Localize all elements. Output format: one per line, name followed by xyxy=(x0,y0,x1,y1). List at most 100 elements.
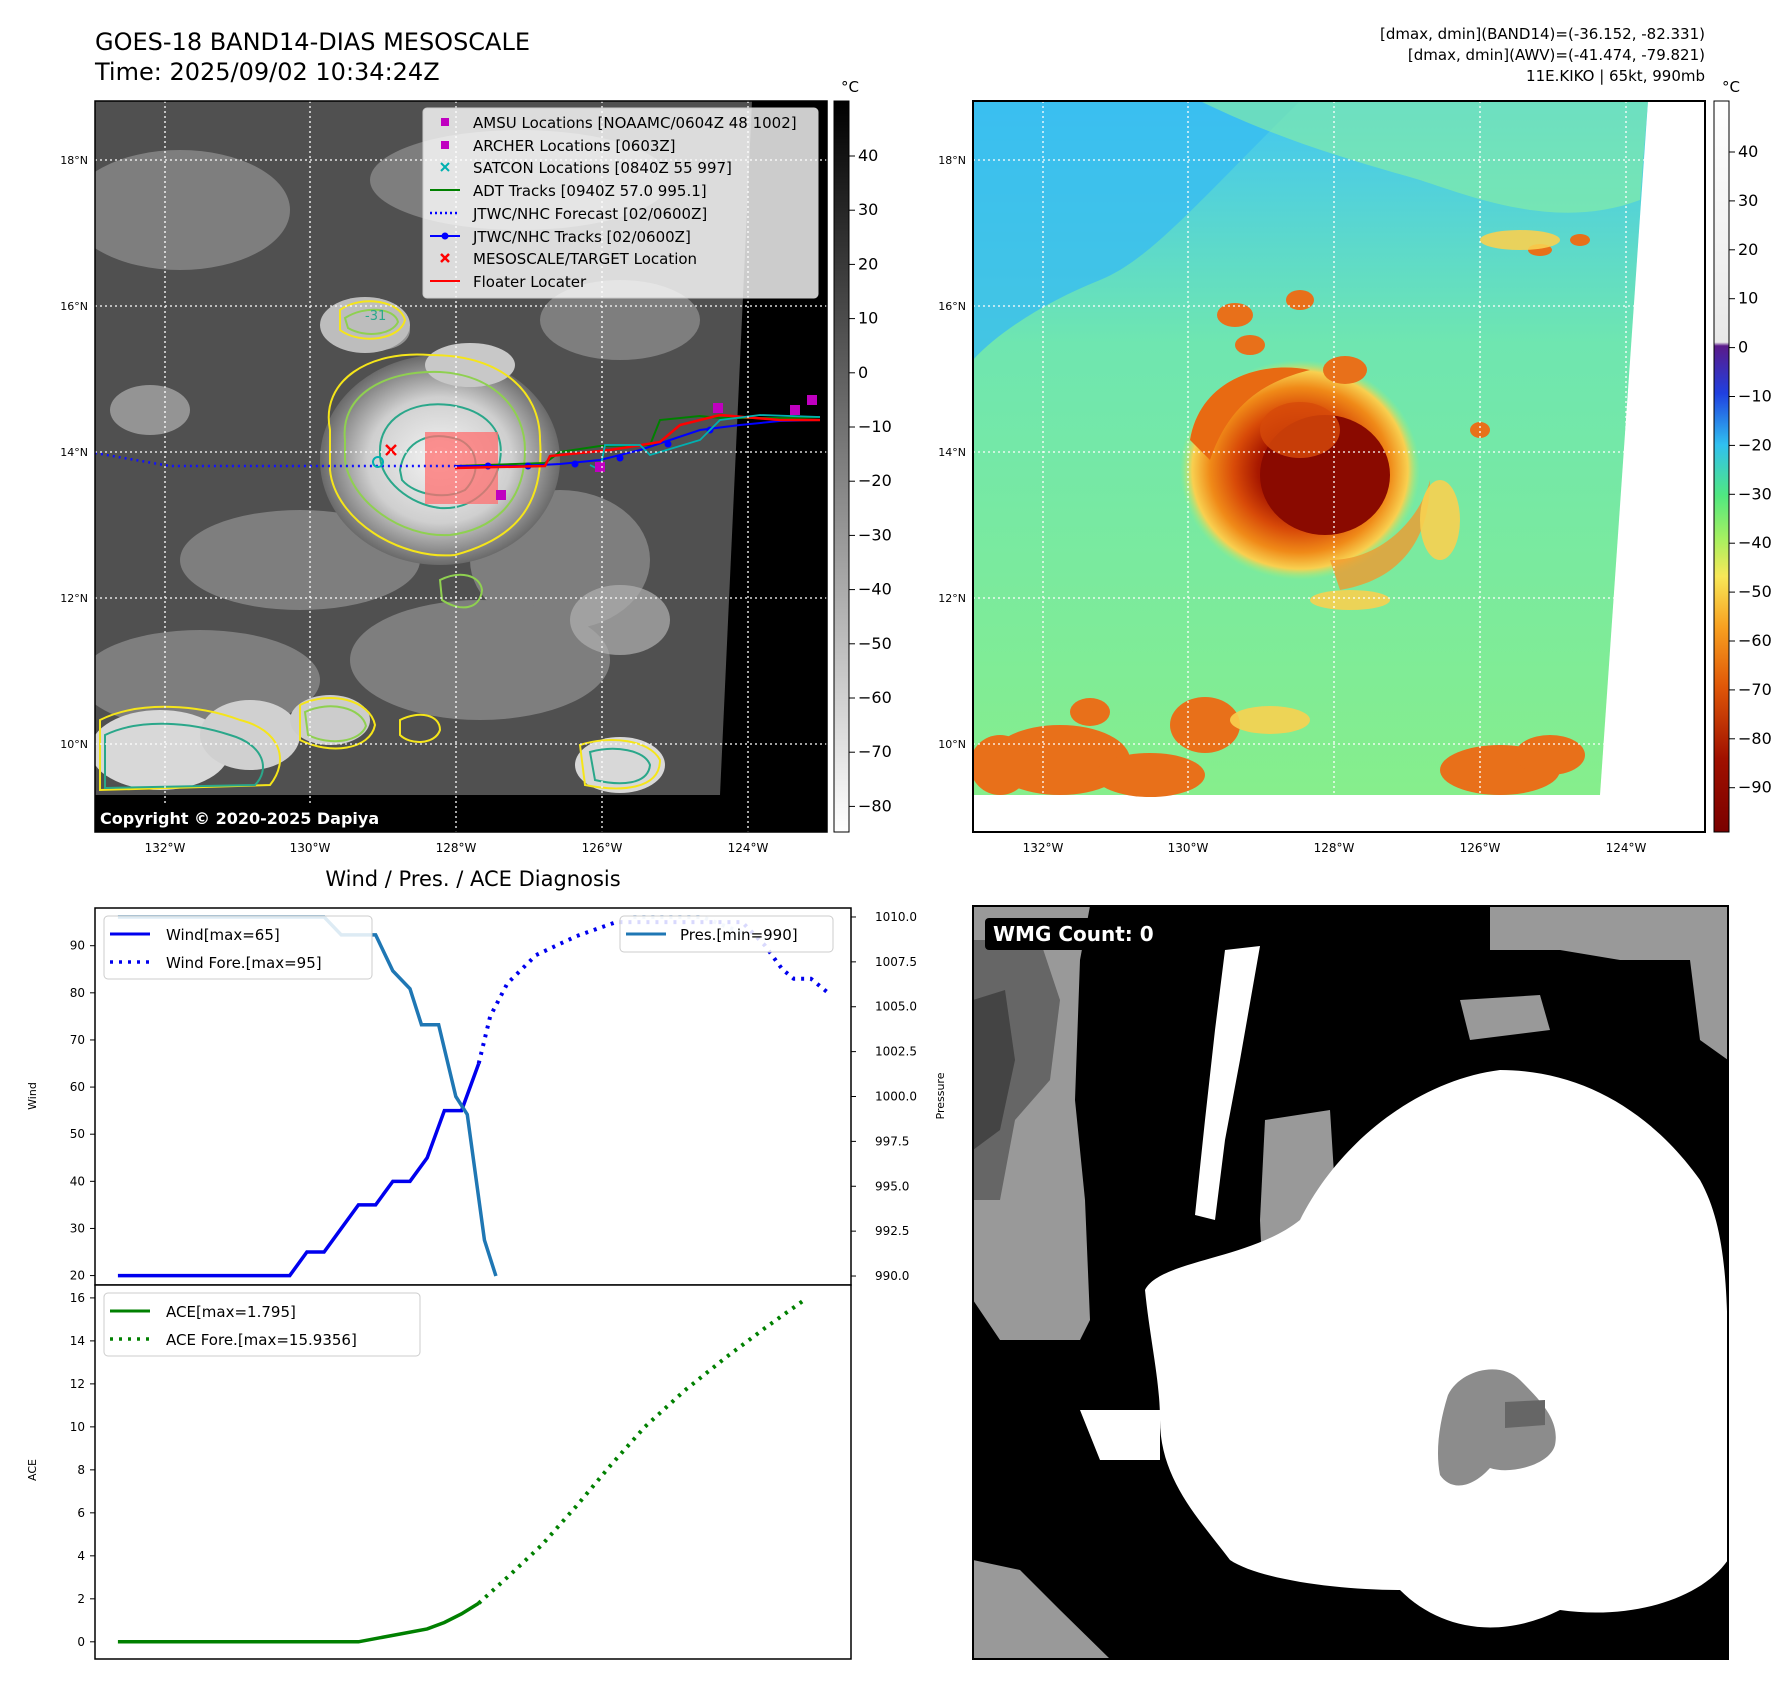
legend-adt: ADT Tracks [0940Z 57.0 995.1] xyxy=(473,182,707,200)
lat-label: 14°N xyxy=(938,446,966,459)
legend-forecast: JTWC/NHC Forecast [02/0600Z] xyxy=(472,205,707,223)
contour-yellow xyxy=(327,353,542,557)
ir-map-panel: -31 xyxy=(94,100,828,833)
contour-label: -31 xyxy=(365,309,386,324)
lon-label: 132°W xyxy=(1023,841,1064,855)
diagnosis-title: Wind / Pres. / ACE Diagnosis xyxy=(325,867,620,891)
amsu-marker-icon xyxy=(441,118,449,126)
series-wind-fore-max-line xyxy=(476,920,830,1064)
pressure-tick-label: 1002.5 xyxy=(875,1045,917,1059)
lat-label: 10°N xyxy=(938,738,966,751)
wmg-eye-core xyxy=(1437,1369,1556,1486)
lat-label: 10°N xyxy=(60,738,88,751)
floater-track xyxy=(454,413,820,470)
lat-label: 12°N xyxy=(938,592,966,605)
satcon-marker-icon xyxy=(440,162,450,172)
map-legend: AMSU Locations [NOAAMC/0604Z 48 1002] AR… xyxy=(422,107,819,299)
colorbar-tick-label: −60 xyxy=(858,688,892,707)
wind-legend: Wind[max=65] Wind Fore.[max=95] xyxy=(103,915,373,980)
target-marker-icon xyxy=(440,253,450,263)
wmg-eye-region xyxy=(1145,1070,1728,1628)
wind-tick-label: 40 xyxy=(70,1174,85,1188)
ace-tick-label: 8 xyxy=(77,1463,85,1477)
colorbar-tick-label: 10 xyxy=(1738,289,1758,308)
pressure-legend: Pres.[min=990] xyxy=(619,915,834,953)
lon-label: 132°W xyxy=(145,841,186,855)
wind-tick-label: 30 xyxy=(70,1221,85,1235)
lon-label: 124°W xyxy=(728,841,769,855)
legend-pressure: Pres.[min=990] xyxy=(680,926,798,944)
pressure-tick-label: 1007.5 xyxy=(875,955,917,969)
ace-tick-label: 16 xyxy=(70,1291,85,1305)
wind-tick-label: 20 xyxy=(70,1269,85,1283)
legend-wind-forecast: Wind Fore.[max=95] xyxy=(166,954,322,972)
colorbar-tick-label: −10 xyxy=(1738,387,1772,406)
ace-tick-label: 12 xyxy=(70,1377,85,1391)
colorbar-tick-label: −20 xyxy=(858,471,892,490)
awv-map-panel xyxy=(972,100,1706,833)
legend-ace: ACE[max=1.795] xyxy=(166,1303,296,1321)
colorbar-tick-label: −50 xyxy=(858,634,892,653)
lat-label: 12°N xyxy=(60,592,88,605)
wind-axis-label: Wind xyxy=(26,1082,39,1110)
colorbar-tick-label: −80 xyxy=(1738,729,1772,748)
awv-map-lat-labels: 18°N 16°N 14°N 12°N 10°N xyxy=(938,154,966,751)
lat-label: 14°N xyxy=(60,446,88,459)
lon-label: 130°W xyxy=(290,841,331,855)
colorbar-tick-label: 30 xyxy=(858,200,878,219)
colorbar-tick-label: −20 xyxy=(1738,435,1772,454)
pressure-tick-label: 990.0 xyxy=(875,1269,909,1283)
lat-label: 18°N xyxy=(60,154,88,167)
pressure-tick-label: 1000.0 xyxy=(875,1090,917,1104)
lon-label: 126°W xyxy=(582,841,623,855)
colorbar-tick-label: −40 xyxy=(858,580,892,599)
legend-archer: ARCHER Locations [0603Z] xyxy=(473,137,676,155)
colorbar-tick-label: −70 xyxy=(1738,680,1772,699)
legend-ace-forecast: ACE Fore.[max=15.9356] xyxy=(166,1331,357,1349)
legend-target: MESOSCALE/TARGET Location xyxy=(473,250,697,268)
archer-marker-icon xyxy=(441,141,449,149)
legend-jtwc: JTWC/NHC Tracks [02/0600Z] xyxy=(472,228,691,246)
colorbar-tick-label: 20 xyxy=(858,254,878,273)
lon-label: 130°W xyxy=(1168,841,1209,855)
colorbar-tick-label: 30 xyxy=(1738,191,1758,210)
lat-label: 18°N xyxy=(938,154,966,167)
copyright-label: Copyright © 2020-2025 Dapiya xyxy=(100,809,379,828)
ace-tick-label: 14 xyxy=(70,1334,85,1348)
wind-tick-label: 60 xyxy=(70,1080,85,1094)
colorbar-tick-label: −60 xyxy=(1738,631,1772,650)
legend-satcon: SATCON Locations [0840Z 55 997] xyxy=(473,159,732,177)
wind-tick-label: 70 xyxy=(70,1033,85,1047)
colorbar-tick-label: 40 xyxy=(858,146,878,165)
colorbar-unit: °C xyxy=(1722,78,1740,96)
lat-label: 16°N xyxy=(60,300,88,313)
colorbar-tick-label: 0 xyxy=(1738,338,1748,357)
colorbar-tick-label: −70 xyxy=(858,742,892,761)
colorbar-tick-label: −30 xyxy=(858,525,892,544)
lon-label: 124°W xyxy=(1606,841,1647,855)
ace-tick-label: 2 xyxy=(77,1592,85,1606)
legend-floater: Floater Locater xyxy=(473,273,587,291)
colorbar-tick-label: 40 xyxy=(1738,142,1758,161)
lat-label: 16°N xyxy=(938,300,966,313)
wmg-panel: WMG Count: 0 xyxy=(972,905,1729,1660)
ace-axis-label: ACE xyxy=(26,1459,39,1481)
lon-label: 128°W xyxy=(1314,841,1355,855)
storm-info: 11E.KIKO | 65kt, 990mb xyxy=(1526,67,1705,85)
colorbar-unit: °C xyxy=(841,78,859,96)
series-wind-max-line xyxy=(117,1062,481,1278)
wind-tick-label: 80 xyxy=(70,986,85,1000)
band14-range: [dmax, dmin](BAND14)=(-36.152, -82.331) xyxy=(1380,25,1705,43)
lon-label: 126°W xyxy=(1460,841,1501,855)
pressure-tick-label: 997.5 xyxy=(875,1134,909,1148)
wind-tick-label: 50 xyxy=(70,1127,85,1141)
colorbar-tick-label: 20 xyxy=(1738,240,1758,259)
pressure-tick-label: 1010.0 xyxy=(875,910,917,924)
legend-wind: Wind[max=65] xyxy=(166,926,280,944)
pressure-tick-label: 1005.0 xyxy=(875,1000,917,1014)
wind-tick-label: 90 xyxy=(70,939,85,953)
colorbar-tick-label: 0 xyxy=(858,363,868,382)
figure-timestamp: Time: 2025/09/02 10:34:24Z xyxy=(94,58,440,86)
pressure-axis-label: Pressure xyxy=(934,1072,947,1119)
